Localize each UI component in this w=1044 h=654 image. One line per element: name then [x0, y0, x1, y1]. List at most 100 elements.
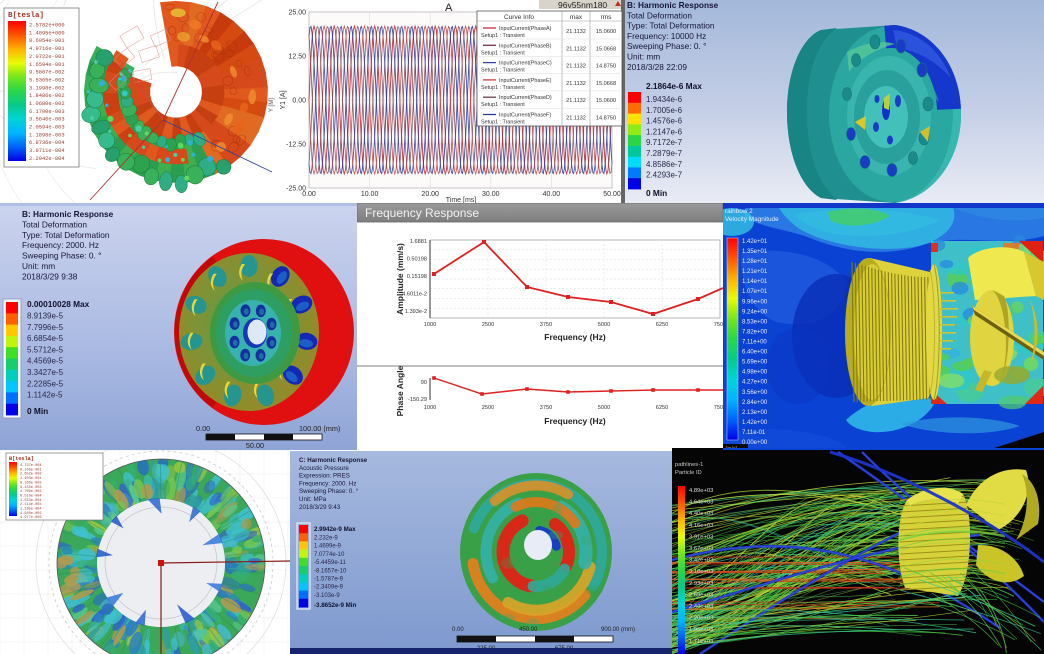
svg-text:rms: rms	[601, 14, 613, 21]
svg-text:0.15198: 0.15198	[407, 274, 427, 280]
svg-text:2.69e+03: 2.69e+03	[689, 592, 713, 598]
svg-text:3750: 3750	[540, 405, 552, 411]
svg-text:-3.103e-9: -3.103e-9	[314, 593, 340, 599]
svg-text:1.42e+01: 1.42e+01	[742, 239, 768, 245]
svg-text:0 Min: 0 Min	[646, 188, 667, 198]
svg-text:2018/3/29 9:43: 2018/3/29 9:43	[299, 504, 341, 511]
svg-text:1.2147e-6: 1.2147e-6	[646, 127, 683, 136]
svg-text:4.9716e-001: 4.9716e-001	[29, 46, 65, 52]
svg-text:1.96e+03: 1.96e+03	[689, 627, 713, 633]
svg-text:3750: 3750	[540, 322, 552, 328]
svg-text:InputCurrent(PhaseA): InputCurrent(PhaseA)	[499, 26, 552, 32]
svg-text:5.5365e-002: 5.5365e-002	[29, 77, 65, 83]
svg-text:Type: Total Deformation: Type: Total Deformation	[627, 21, 715, 31]
svg-text:1.1898e-003: 1.1898e-003	[29, 132, 65, 138]
svg-text:90: 90	[421, 380, 427, 386]
svg-text:1.14e+01: 1.14e+01	[742, 279, 768, 285]
svg-text:1.8486e-002: 1.8486e-002	[29, 93, 65, 99]
svg-text:2500: 2500	[482, 322, 494, 328]
svg-text:Frequency (Hz): Frequency (Hz)	[544, 332, 606, 342]
svg-text:2018/3/29 9:38: 2018/3/29 9:38	[22, 271, 78, 281]
svg-text:Expression: PRES: Expression: PRES	[299, 473, 350, 480]
svg-text:Total Deformation: Total Deformation	[22, 219, 87, 229]
svg-text:5.69e+00: 5.69e+00	[742, 360, 768, 366]
svg-text:2.0594e-003: 2.0594e-003	[29, 125, 65, 131]
svg-text:1.553e-004: 1.553e-004	[20, 499, 42, 503]
svg-text:50.00: 50.00	[603, 191, 621, 198]
svg-text:1000: 1000	[424, 322, 436, 328]
svg-text:-1.5787e-9: -1.5787e-9	[314, 577, 344, 583]
svg-text:3.1998e-002: 3.1998e-002	[29, 85, 65, 91]
svg-text:15.0600: 15.0600	[596, 29, 616, 35]
svg-text:Frequency: 2000. Hz: Frequency: 2000. Hz	[22, 240, 99, 250]
svg-text:4.977e-003: 4.977e-003	[20, 516, 42, 520]
svg-text:2.4293e-7: 2.4293e-7	[646, 171, 683, 180]
svg-text:100.00 (mm): 100.00 (mm)	[299, 424, 340, 433]
svg-text:5.5712e-5: 5.5712e-5	[27, 345, 64, 354]
svg-text:InputCurrent(PhaseC): InputCurrent(PhaseC)	[499, 61, 552, 67]
svg-text:InputCurrent(PhaseE): InputCurrent(PhaseE)	[499, 78, 552, 84]
svg-text:Frequency Response: Frequency Response	[365, 206, 479, 220]
svg-text:1.42e+00: 1.42e+00	[742, 420, 768, 426]
svg-text:3.91e+03: 3.91e+03	[689, 534, 713, 540]
svg-text:1.28e+01: 1.28e+01	[742, 259, 768, 265]
svg-text:5000: 5000	[598, 322, 610, 328]
svg-text:8.9139e-5: 8.9139e-5	[27, 312, 64, 321]
svg-text:8.6054e-001: 8.6054e-001	[29, 38, 65, 44]
svg-text:3.56e+00: 3.56e+00	[742, 390, 768, 396]
svg-text:15.0600: 15.0600	[596, 98, 616, 104]
svg-text:4.64e+03: 4.64e+03	[689, 500, 713, 506]
svg-text:14.8750: 14.8750	[596, 116, 616, 122]
svg-text:0.50198: 0.50198	[407, 257, 427, 263]
svg-text:4.789e-003: 4.789e-003	[20, 490, 42, 494]
svg-text:3.67e+03: 3.67e+03	[689, 546, 713, 552]
svg-text:B: Harmonic Response: B: Harmonic Response	[22, 209, 114, 219]
svg-text:3.42e+03: 3.42e+03	[689, 558, 713, 564]
svg-text:1.4699e-9: 1.4699e-9	[314, 544, 342, 550]
svg-text:rainbow 2: rainbow 2	[725, 208, 753, 215]
svg-text:4.4569e-5: 4.4569e-5	[27, 357, 64, 366]
svg-text:Setup1 : Transient: Setup1 : Transient	[481, 120, 525, 126]
svg-text:7.11e+00: 7.11e+00	[742, 340, 767, 346]
svg-text:4.89e+03: 4.89e+03	[689, 488, 713, 494]
svg-text:96v55nm180: 96v55nm180	[558, 0, 607, 10]
svg-text:7500: 7500	[714, 322, 723, 328]
svg-text:15.0668: 15.0668	[596, 81, 616, 87]
svg-text:-8.1657e-10: -8.1657e-10	[314, 568, 347, 574]
svg-text:8.155e-003: 8.155e-003	[20, 486, 42, 490]
svg-text:4.6011e-2: 4.6011e-2	[402, 292, 427, 298]
svg-text:Frequency (Hz): Frequency (Hz)	[544, 416, 606, 426]
svg-text:Amplitude (mm/s): Amplitude (mm/s)	[395, 243, 405, 315]
svg-text:1.4095e+000: 1.4095e+000	[29, 30, 65, 36]
svg-text:1.195e-004: 1.195e-004	[20, 508, 42, 512]
svg-text:Unit: mm: Unit: mm	[627, 52, 660, 62]
svg-text:2.5782e+000: 2.5782e+000	[29, 23, 65, 29]
svg-text:4.98e+00: 4.98e+00	[742, 370, 768, 376]
svg-text:50.00: 50.00	[246, 441, 264, 450]
svg-text:2.0722e-001: 2.0722e-001	[29, 54, 65, 60]
svg-text:2.232e-9: 2.232e-9	[314, 536, 338, 542]
svg-text:1.21e+01: 1.21e+01	[742, 269, 768, 275]
svg-text:25.00: 25.00	[288, 10, 306, 17]
svg-text:Curve Info: Curve Info	[504, 14, 534, 21]
svg-text:7.7996e-5: 7.7996e-5	[27, 323, 64, 332]
svg-text:6.166e-002: 6.166e-002	[20, 481, 42, 485]
svg-text:0.00010028 Max: 0.00010028 Max	[27, 299, 90, 309]
svg-text:pathlines-1: pathlines-1	[675, 462, 703, 468]
svg-text:1.35e+01: 1.35e+01	[742, 249, 768, 255]
svg-text:6.40e+00: 6.40e+00	[742, 350, 768, 356]
svg-text:14.8750: 14.8750	[596, 64, 616, 70]
svg-text:1.4576e-6: 1.4576e-6	[646, 117, 683, 126]
svg-text:7500: 7500	[714, 405, 723, 411]
svg-text:0.00: 0.00	[196, 424, 210, 433]
svg-text:A: A	[445, 2, 453, 14]
svg-text:Setup1 : Transient: Setup1 : Transient	[481, 85, 525, 91]
svg-text:7.11e-01: 7.11e-01	[742, 430, 766, 436]
svg-text:21.1132: 21.1132	[566, 81, 586, 87]
svg-text:InputCurrent(PhaseD): InputCurrent(PhaseD)	[499, 95, 552, 101]
svg-text:Setup1 : Transient: Setup1 : Transient	[481, 68, 525, 74]
svg-text:1.7005e-6: 1.7005e-6	[646, 106, 683, 115]
svg-text:2018/3/28 22:09: 2018/3/28 22:09	[627, 62, 687, 72]
svg-text:Setup1 : Transient: Setup1 : Transient	[481, 102, 525, 108]
svg-text:21.1132: 21.1132	[566, 64, 586, 70]
